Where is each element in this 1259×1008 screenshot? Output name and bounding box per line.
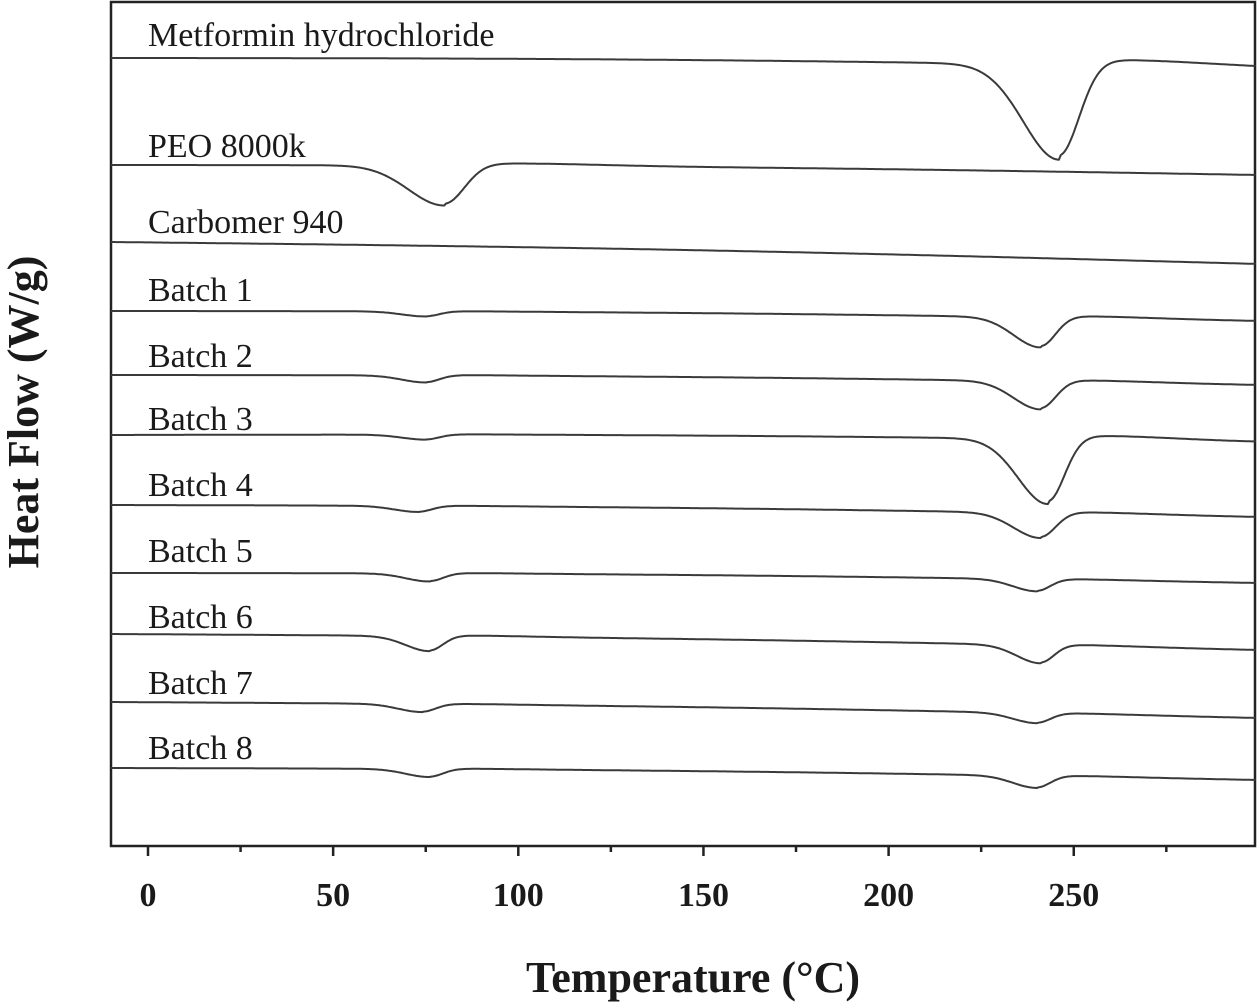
plot-frame xyxy=(109,0,1257,848)
series-curve xyxy=(111,162,1256,207)
series-curve xyxy=(111,767,1256,789)
series-label: Metformin hydrochloride xyxy=(148,17,495,54)
series-curve xyxy=(111,374,1256,411)
series-label: PEO 8000k xyxy=(148,128,306,165)
x-tick-label: 0 xyxy=(140,877,157,914)
series-curve xyxy=(111,310,1256,349)
x-tick-label: 250 xyxy=(1048,877,1099,914)
series-curve xyxy=(111,572,1256,593)
x-axis-tick-labels: 0 50 100 150 200 250 xyxy=(140,877,1100,914)
series-label: Batch 1 xyxy=(148,272,253,309)
series-label: Batch 6 xyxy=(148,599,253,636)
series-labels: Metformin hydrochloride PEO 8000k Carbomer… xyxy=(148,17,495,767)
x-axis-ticks xyxy=(146,846,1168,856)
series-label: Batch 3 xyxy=(148,401,253,438)
series-label: Carbomer 940 xyxy=(148,204,343,241)
x-axis-title: Temperature (°C) xyxy=(526,953,860,1002)
x-tick-label: 200 xyxy=(863,877,914,914)
series-curve xyxy=(111,701,1256,725)
series-curve xyxy=(111,57,1256,161)
series-curve xyxy=(111,241,1256,265)
curves xyxy=(111,57,1256,789)
y-axis-title: Heat Flow (W/g) xyxy=(0,256,48,569)
series-label: Batch 8 xyxy=(148,730,253,767)
series-label: Batch 4 xyxy=(148,467,253,504)
x-tick-label: 100 xyxy=(493,877,544,914)
series-label: Batch 2 xyxy=(148,338,253,375)
series-label: Batch 7 xyxy=(148,665,253,702)
x-tick-label: 50 xyxy=(316,877,350,914)
x-tick-label: 150 xyxy=(678,877,729,914)
series-curve xyxy=(111,433,1256,506)
series-label: Batch 5 xyxy=(148,533,253,570)
series-curve xyxy=(111,633,1256,665)
series-curve xyxy=(111,504,1256,539)
